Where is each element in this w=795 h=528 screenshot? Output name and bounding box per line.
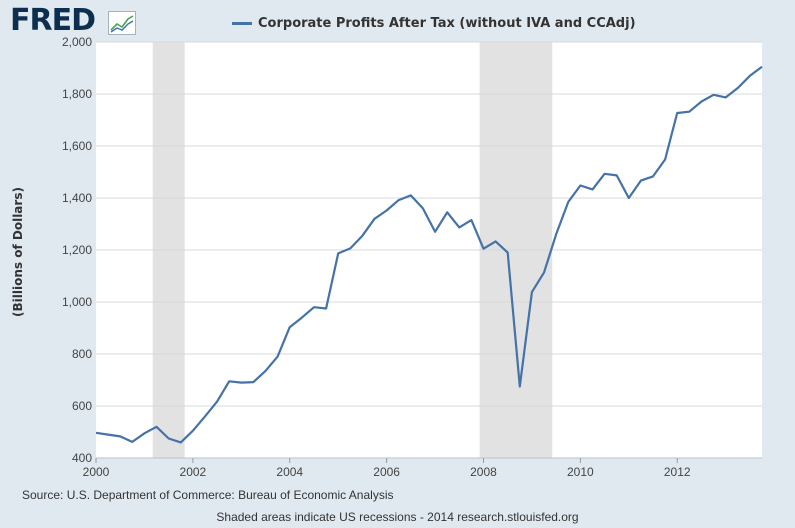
data-point[interactable] [518, 385, 521, 388]
data-point[interactable] [228, 380, 231, 383]
data-point[interactable] [760, 65, 763, 68]
y-tick-label: 1,200 [62, 243, 92, 257]
chart-header: FRED Corporate Profits After Tax (withou… [0, 0, 795, 42]
data-point[interactable] [700, 100, 703, 103]
data-point[interactable] [555, 233, 558, 236]
y-axis-ticks: 400 600 800 1,000 1,200 1,400 1,600 1,800 2,000 [62, 35, 92, 465]
data-point[interactable] [397, 198, 400, 201]
source-note: Source: U.S. Department of Commerce: Bur… [22, 488, 394, 502]
data-point[interactable] [131, 440, 134, 443]
data-point[interactable] [312, 306, 315, 309]
data-point[interactable] [203, 415, 206, 418]
data-point[interactable] [191, 429, 194, 432]
data-point[interactable] [591, 188, 594, 191]
data-point[interactable] [748, 74, 751, 77]
y-tick-label: 1,600 [62, 139, 92, 153]
fred-logo[interactable]: FRED [10, 3, 96, 38]
data-point[interactable] [94, 431, 97, 434]
data-point[interactable] [373, 217, 376, 220]
data-point[interactable] [349, 247, 352, 250]
data-point[interactable] [385, 209, 388, 212]
data-point[interactable] [482, 247, 485, 250]
data-point[interactable] [736, 86, 739, 89]
y-tick-label: 800 [72, 347, 92, 361]
data-point[interactable] [712, 93, 715, 96]
data-point[interactable] [603, 172, 606, 175]
data-point[interactable] [627, 196, 630, 199]
data-point[interactable] [300, 316, 303, 319]
chart-line-icon [108, 11, 136, 35]
x-tick-label: 2004 [276, 465, 303, 479]
data-point[interactable] [639, 179, 642, 182]
data-point[interactable] [676, 111, 679, 114]
legend-swatch [232, 21, 252, 25]
data-point[interactable] [494, 240, 497, 243]
series-layer [94, 65, 763, 444]
y-tick-label: 2,000 [62, 35, 92, 49]
y-tick-label: 1,400 [62, 191, 92, 205]
data-point[interactable] [179, 441, 182, 444]
data-point[interactable] [215, 400, 218, 403]
x-tick-label: 2002 [180, 465, 207, 479]
data-point[interactable] [276, 355, 279, 358]
x-axis-ticks: 2000 2002 2004 2006 2008 2010 2012 [83, 457, 762, 479]
data-point[interactable] [324, 307, 327, 310]
data-point[interactable] [446, 211, 449, 214]
data-point[interactable] [567, 200, 570, 203]
y-tick-label: 600 [72, 399, 92, 413]
y-tick-label: 1,000 [62, 295, 92, 309]
data-point[interactable] [264, 369, 267, 372]
data-point[interactable] [530, 291, 533, 294]
data-point[interactable] [579, 184, 582, 187]
data-point[interactable] [361, 234, 364, 237]
series-line-corporate-profits[interactable] [95, 65, 763, 444]
data-point[interactable] [155, 425, 158, 428]
y-tick-label: 400 [72, 451, 92, 465]
data-point[interactable] [664, 158, 667, 161]
data-point[interactable] [724, 96, 727, 99]
data-point[interactable] [240, 381, 243, 384]
data-point[interactable] [470, 219, 473, 222]
chart-legend[interactable]: Corporate Profits After Tax (without IVA… [232, 13, 636, 33]
data-point[interactable] [107, 433, 110, 436]
x-tick-label: 2012 [664, 465, 691, 479]
x-tick-label: 2006 [373, 465, 400, 479]
data-point[interactable] [458, 226, 461, 229]
data-point[interactable] [252, 380, 255, 383]
data-point[interactable] [421, 207, 424, 210]
data-point[interactable] [542, 271, 545, 274]
gridlines [96, 41, 762, 459]
recession-note[interactable]: Shaded areas indicate US recessions - 20… [216, 510, 579, 524]
legend-series-label: Corporate Profits After Tax (without IVA… [258, 15, 636, 31]
data-point[interactable] [409, 194, 412, 197]
data-point[interactable] [506, 251, 509, 254]
data-point[interactable] [337, 252, 340, 255]
x-tick-label: 2008 [470, 465, 497, 479]
y-tick-label: 1,800 [62, 87, 92, 101]
x-tick-label: 2010 [567, 465, 594, 479]
data-point[interactable] [688, 110, 691, 113]
data-point[interactable] [167, 437, 170, 440]
data-point[interactable] [119, 435, 122, 438]
data-point[interactable] [288, 326, 291, 329]
data-point[interactable] [651, 175, 654, 178]
x-tick-label: 2000 [83, 465, 110, 479]
data-point[interactable] [615, 174, 618, 177]
data-point[interactable] [143, 432, 146, 435]
data-point[interactable] [433, 230, 436, 233]
